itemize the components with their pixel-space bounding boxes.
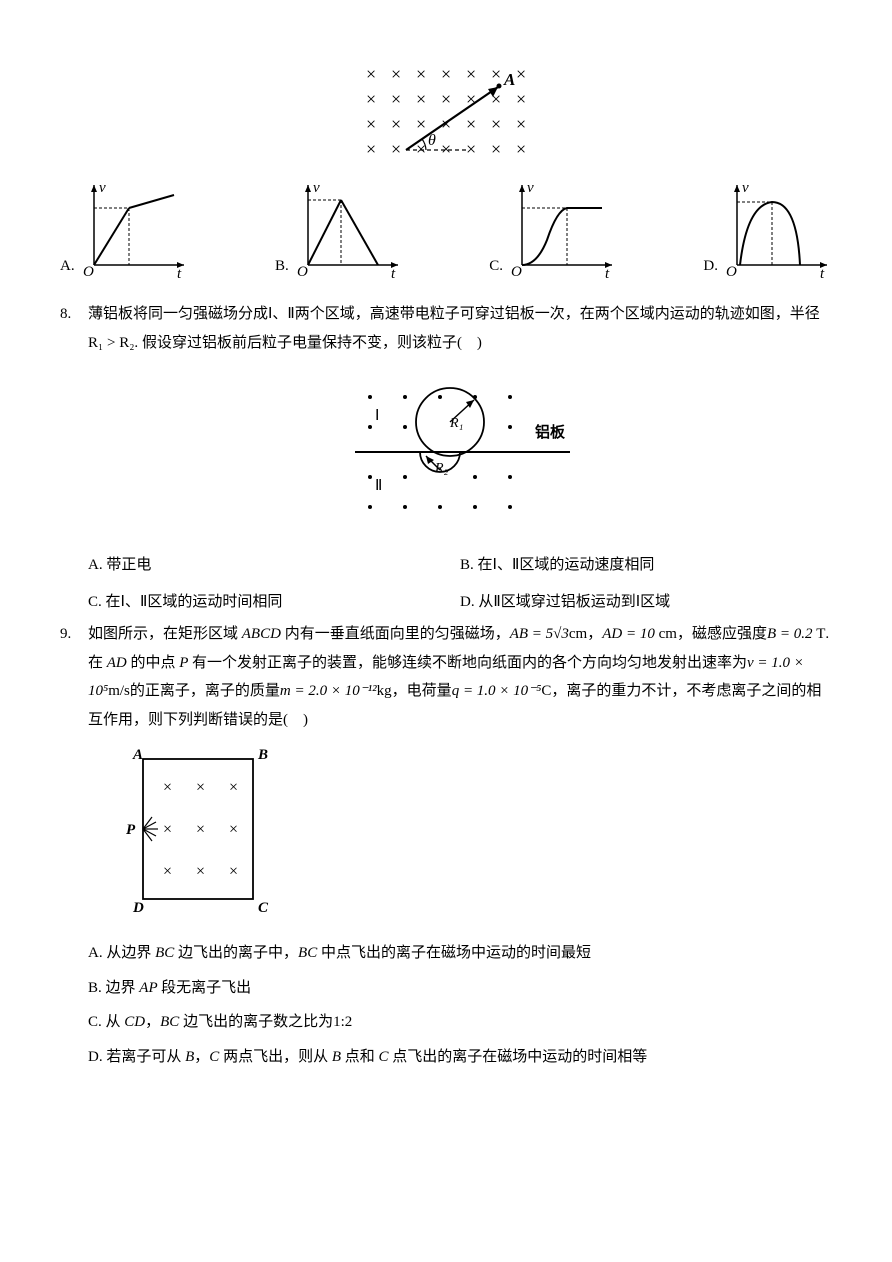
svg-text:t: t	[820, 266, 825, 280]
q7-option-b: B. v t O	[275, 180, 403, 280]
svg-text:×: ×	[366, 139, 376, 159]
svg-text:Ⅰ: Ⅰ	[375, 408, 379, 424]
svg-text:v: v	[742, 180, 749, 196]
svg-text:R₂: R₂	[434, 461, 449, 476]
svg-text:A: A	[132, 747, 143, 763]
svg-text:O: O	[726, 264, 737, 280]
q7-field-figure: ××××××× ××××××× ××××××× ××××××× θ A	[60, 55, 832, 165]
svg-text:P: P	[126, 822, 136, 838]
opt-label: A.	[60, 252, 75, 281]
svg-text:D: D	[132, 900, 144, 916]
ab-eq: AB = 5√3cm	[510, 626, 588, 642]
svg-text:×: ×	[391, 64, 401, 84]
svg-text:×: ×	[466, 64, 476, 84]
svg-text:×: ×	[163, 779, 172, 796]
svg-text:C: C	[258, 900, 269, 916]
svg-text:×: ×	[391, 114, 401, 134]
svg-text:×: ×	[366, 89, 376, 109]
svg-text:×: ×	[441, 64, 451, 84]
svg-text:O: O	[511, 264, 522, 280]
svg-text:×: ×	[163, 821, 172, 838]
svg-text:×: ×	[416, 64, 426, 84]
opt-label: B.	[275, 252, 289, 281]
svg-text:×: ×	[229, 863, 238, 880]
opt-label: D.	[703, 252, 718, 281]
svg-text:×: ×	[229, 779, 238, 796]
svg-text:×: ×	[229, 821, 238, 838]
b-eq: B = 0.2 T	[767, 626, 825, 642]
q8-choice-b: B. 在Ⅰ、Ⅱ区域的运动速度相同	[460, 551, 832, 580]
theta-label: θ	[428, 132, 436, 149]
svg-text:×: ×	[366, 64, 376, 84]
svg-text:×: ×	[516, 64, 526, 84]
q9-choice-a: A. 从边界 BC 边飞出的离子中，BC 中点飞出的离子在磁场中运动的时间最短	[88, 939, 832, 968]
svg-text:v: v	[527, 180, 534, 196]
m-eq: m = 2.0 × 10⁻¹²kg	[280, 683, 392, 699]
point-a-label: A	[503, 70, 515, 89]
q8-figure: 铝板 R₁ R₂ Ⅰ Ⅱ	[88, 372, 832, 532]
svg-text:×: ×	[516, 114, 526, 134]
svg-text:R₁: R₁	[449, 416, 463, 431]
q8-choices: A. 带正电 B. 在Ⅰ、Ⅱ区域的运动速度相同 C. 在Ⅰ、Ⅱ区域的运动时间相同…	[88, 547, 832, 620]
question-8: 8. 薄铝板将同一匀强磁场分成Ⅰ、Ⅱ两个区域，高速带电粒子可穿过铝板一次，在两个…	[60, 300, 832, 620]
q-eq: q = 1.0 × 10⁻⁵C	[452, 683, 552, 699]
q8-choice-a: A. 带正电	[88, 551, 460, 580]
cross-field-svg: ××××××× ××××××× ××××××× ××××××× θ A	[336, 55, 556, 165]
svg-text:×: ×	[491, 114, 501, 134]
svg-text:O: O	[297, 264, 308, 280]
ad-eq: AD = 10 cm	[602, 626, 677, 642]
q8-number: 8.	[60, 300, 88, 329]
svg-text:t: t	[605, 266, 610, 280]
svg-text:v: v	[99, 180, 106, 196]
svg-text:×: ×	[416, 89, 426, 109]
svg-text:t: t	[177, 266, 182, 280]
svg-text:×: ×	[391, 89, 401, 109]
q7-option-c: C. v t O	[489, 180, 617, 280]
svg-text:×: ×	[491, 64, 501, 84]
q9-choice-b: B. 边界 AP 段无离子飞出	[88, 974, 832, 1003]
svg-text:×: ×	[391, 139, 401, 159]
svg-text:O: O	[83, 264, 94, 280]
q7-options-row: A. v t O B. v t O	[60, 180, 832, 280]
q9-choices: A. 从边界 BC 边飞出的离子中，BC 中点飞出的离子在磁场中运动的时间最短 …	[88, 939, 832, 1071]
q9-number: 9.	[60, 620, 88, 649]
question-9: 9. 如图所示，在矩形区域 ABCD 内有一垂直纸面向里的匀强磁场，AB = 5…	[60, 620, 832, 1077]
svg-text:Ⅱ: Ⅱ	[375, 478, 382, 494]
svg-text:v: v	[313, 180, 320, 196]
svg-text:×: ×	[466, 139, 476, 159]
svg-text:B: B	[257, 747, 268, 763]
plate-label: 铝板	[535, 423, 566, 441]
q9-figure: A B C D P × × × × × × × × ×	[118, 744, 832, 924]
svg-text:t: t	[391, 266, 396, 280]
q8-text1: 薄铝板将同一匀强磁场分成Ⅰ、Ⅱ两个区域，高速带电粒子可穿过铝板一次，在两个区域内…	[88, 306, 820, 322]
opt-label: C.	[489, 252, 503, 281]
q8-radius-ineq: R₁ > R₂.	[88, 335, 138, 351]
svg-text:×: ×	[466, 114, 476, 134]
q9-choice-c: C. 从 CD，BC 边飞出的离子数之比为1:2	[88, 1008, 832, 1037]
svg-text:×: ×	[196, 863, 205, 880]
svg-text:×: ×	[196, 821, 205, 838]
q7-option-d: D. v t O	[703, 180, 832, 280]
q8-text2: 假设穿过铝板前后粒子电量保持不变，则该粒子( )	[142, 335, 482, 351]
q7-option-a: A. v t O	[60, 180, 189, 280]
q8-choice-c: C. 在Ⅰ、Ⅱ区域的运动时间相同	[88, 588, 460, 617]
svg-text:×: ×	[441, 89, 451, 109]
svg-text:×: ×	[491, 139, 501, 159]
svg-text:×: ×	[441, 139, 451, 159]
svg-text:×: ×	[416, 114, 426, 134]
svg-text:×: ×	[366, 114, 376, 134]
svg-text:×: ×	[163, 863, 172, 880]
svg-text:×: ×	[516, 139, 526, 159]
q9-choice-d: D. 若离子可从 B，C 两点飞出，则从 B 点和 C 点飞出的离子在磁场中运动…	[88, 1043, 832, 1072]
svg-text:×: ×	[516, 89, 526, 109]
q8-choice-d: D. 从Ⅱ区域穿过铝板运动到Ⅰ区域	[460, 588, 832, 617]
svg-text:×: ×	[196, 779, 205, 796]
